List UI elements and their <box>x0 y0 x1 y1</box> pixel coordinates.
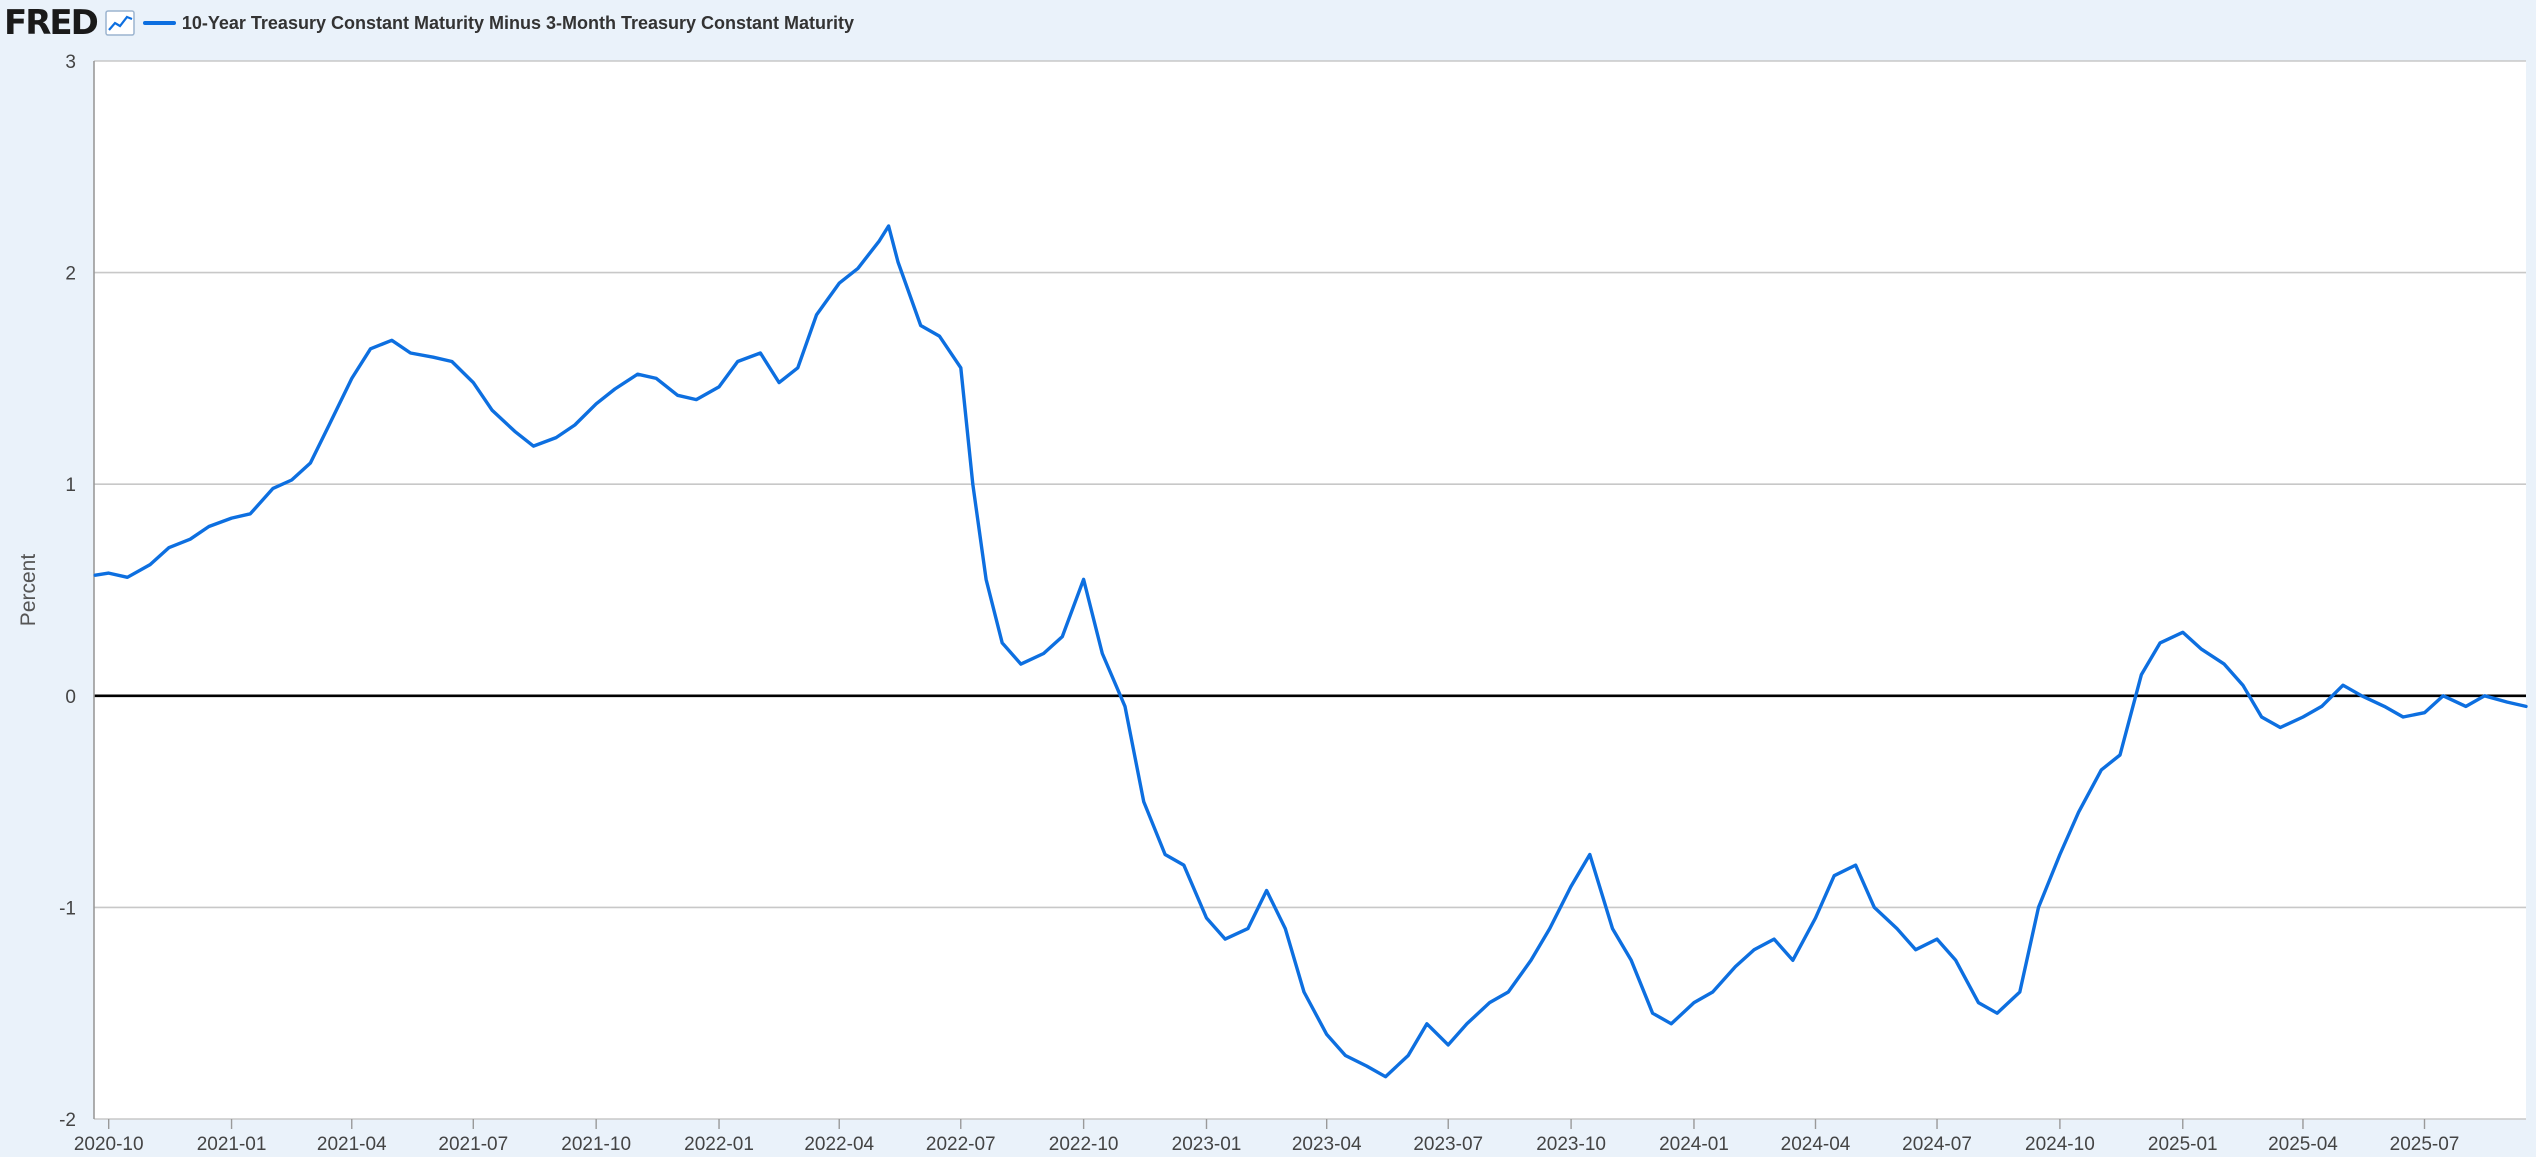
x-tick-label: 2021-04 <box>317 1134 387 1155</box>
x-tick-label: 2022-01 <box>684 1134 754 1155</box>
x-tick-label: 2025-01 <box>2148 1134 2218 1155</box>
y-tick-label: 1 <box>65 475 76 496</box>
plot-area <box>94 61 2526 1119</box>
legend-swatch <box>142 21 176 25</box>
x-tick-label: 2021-01 <box>197 1134 267 1155</box>
gridlines <box>93 60 2526 1120</box>
x-tick-label: 2023-07 <box>1413 1134 1483 1155</box>
x-tick-label: 2024-07 <box>1902 1134 1972 1155</box>
y-tick-label: -1 <box>59 898 76 919</box>
chart-header: FRED 10-Year Treasury Constant Maturity … <box>0 0 2536 46</box>
x-tick-label: 2022-07 <box>926 1134 996 1155</box>
x-tick-label: 2024-10 <box>2025 1134 2095 1155</box>
x-tick-label: 2023-01 <box>1172 1134 1242 1155</box>
x-tick-label: 2023-10 <box>1536 1134 1606 1155</box>
x-tick-label: 2023-04 <box>1292 1134 1362 1155</box>
x-tick-label: 2020-10 <box>74 1134 144 1155</box>
fred-logo[interactable]: FRED <box>4 3 99 43</box>
x-axis: 2020-10 2021-01 2021-04 2021-07 2021-10 2022-… <box>74 1119 2460 1155</box>
series-line[interactable] <box>93 224 2528 1079</box>
y-tick-label: 0 <box>65 687 76 708</box>
x-tick-label: 2022-10 <box>1049 1134 1119 1155</box>
x-tick-label: 2024-01 <box>1659 1134 1729 1155</box>
x-tick-label: 2025-04 <box>2268 1134 2338 1155</box>
y-tick-label: 2 <box>65 264 76 285</box>
x-tick-label: 2022-04 <box>804 1134 874 1155</box>
x-tick-label: 2024-04 <box>1781 1134 1851 1155</box>
legend: 10-Year Treasury Constant Maturity Minus… <box>142 12 854 34</box>
x-tick-label: 2021-10 <box>561 1134 631 1155</box>
x-tick-label: 2025-07 <box>2390 1134 2460 1155</box>
legend-label: 10-Year Treasury Constant Maturity Minus… <box>181 12 854 33</box>
y-tick-label: -2 <box>59 1110 76 1131</box>
x-tick-label: 2021-07 <box>438 1134 508 1155</box>
y-tick-label: 3 <box>65 52 76 73</box>
line-chart-icon <box>105 10 135 36</box>
y-axis: -2 -1 0 1 2 3 <box>59 52 76 1131</box>
y-axis-title: Percent <box>17 554 40 627</box>
